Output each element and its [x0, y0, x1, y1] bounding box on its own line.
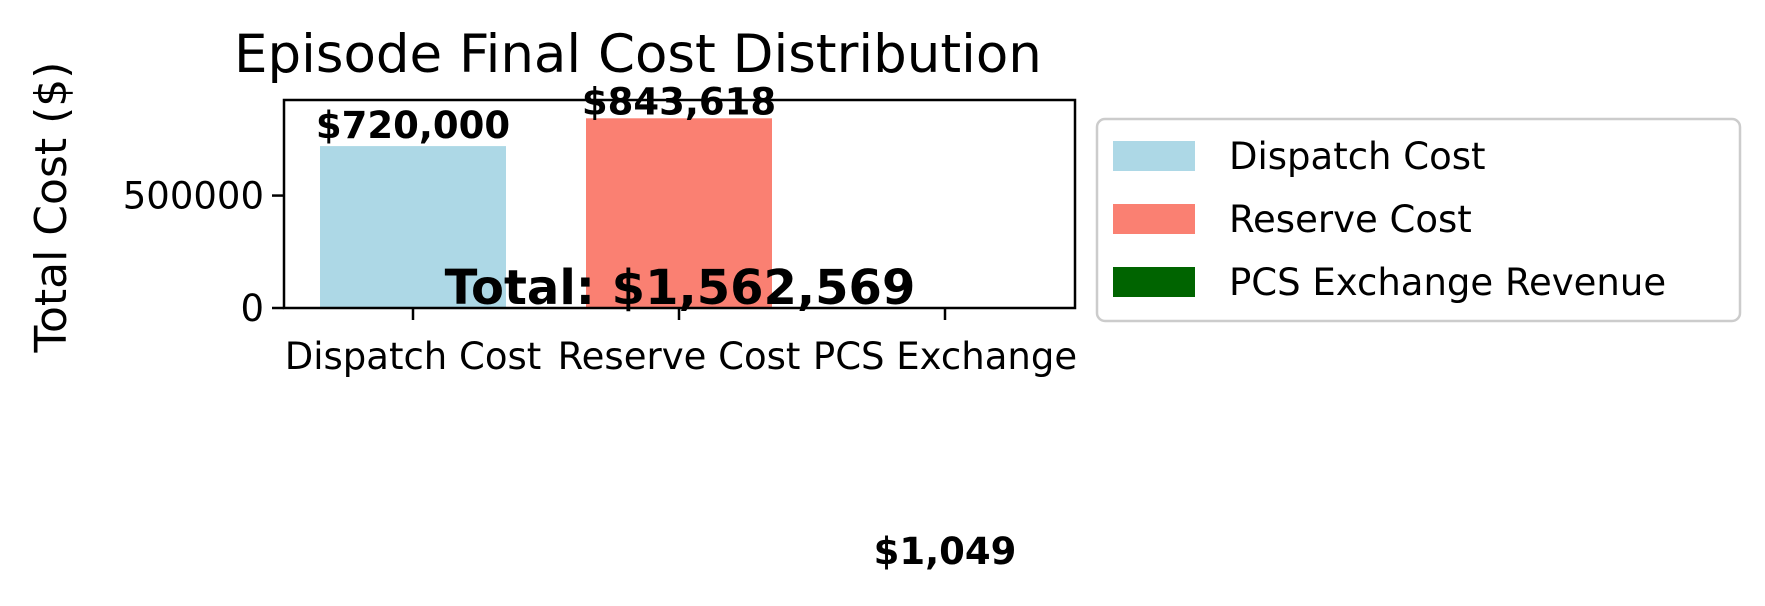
- legend-swatch: [1113, 267, 1195, 297]
- legend-label: Dispatch Cost: [1229, 135, 1486, 178]
- legend-label: Reserve Cost: [1229, 198, 1472, 241]
- y-tick-label: 0: [240, 287, 264, 330]
- y-axis-title: Total Cost ($): [26, 62, 77, 354]
- data-label: $843,618: [582, 80, 776, 123]
- plot-area: 0 500000 Dispatch Cost Reserve Cost PCS Exch…: [123, 80, 1077, 573]
- y-tick-label: 500000: [123, 175, 264, 218]
- legend-label: PCS Exchange Revenue: [1229, 261, 1666, 304]
- chart-title: Episode Final Cost Distribution: [234, 24, 1042, 85]
- total-label: Total: $1,562,569: [445, 260, 916, 316]
- bar-reserve-cost: [586, 118, 772, 308]
- data-label: $720,000: [316, 104, 510, 147]
- x-tick-label: Reserve Cost: [558, 335, 801, 378]
- legend: Dispatch Cost Reserve Cost PCS Exchange Re…: [1095, 117, 1742, 323]
- legend-swatch: [1113, 204, 1195, 234]
- x-tick-label: PCS Exchange: [813, 335, 1077, 378]
- legend-swatch: [1113, 141, 1195, 171]
- legend-box: [1095, 117, 1742, 323]
- x-tick-label: Dispatch Cost: [285, 335, 542, 378]
- bar-dispatch-cost: [320, 146, 506, 308]
- data-label: $1,049: [874, 530, 1017, 573]
